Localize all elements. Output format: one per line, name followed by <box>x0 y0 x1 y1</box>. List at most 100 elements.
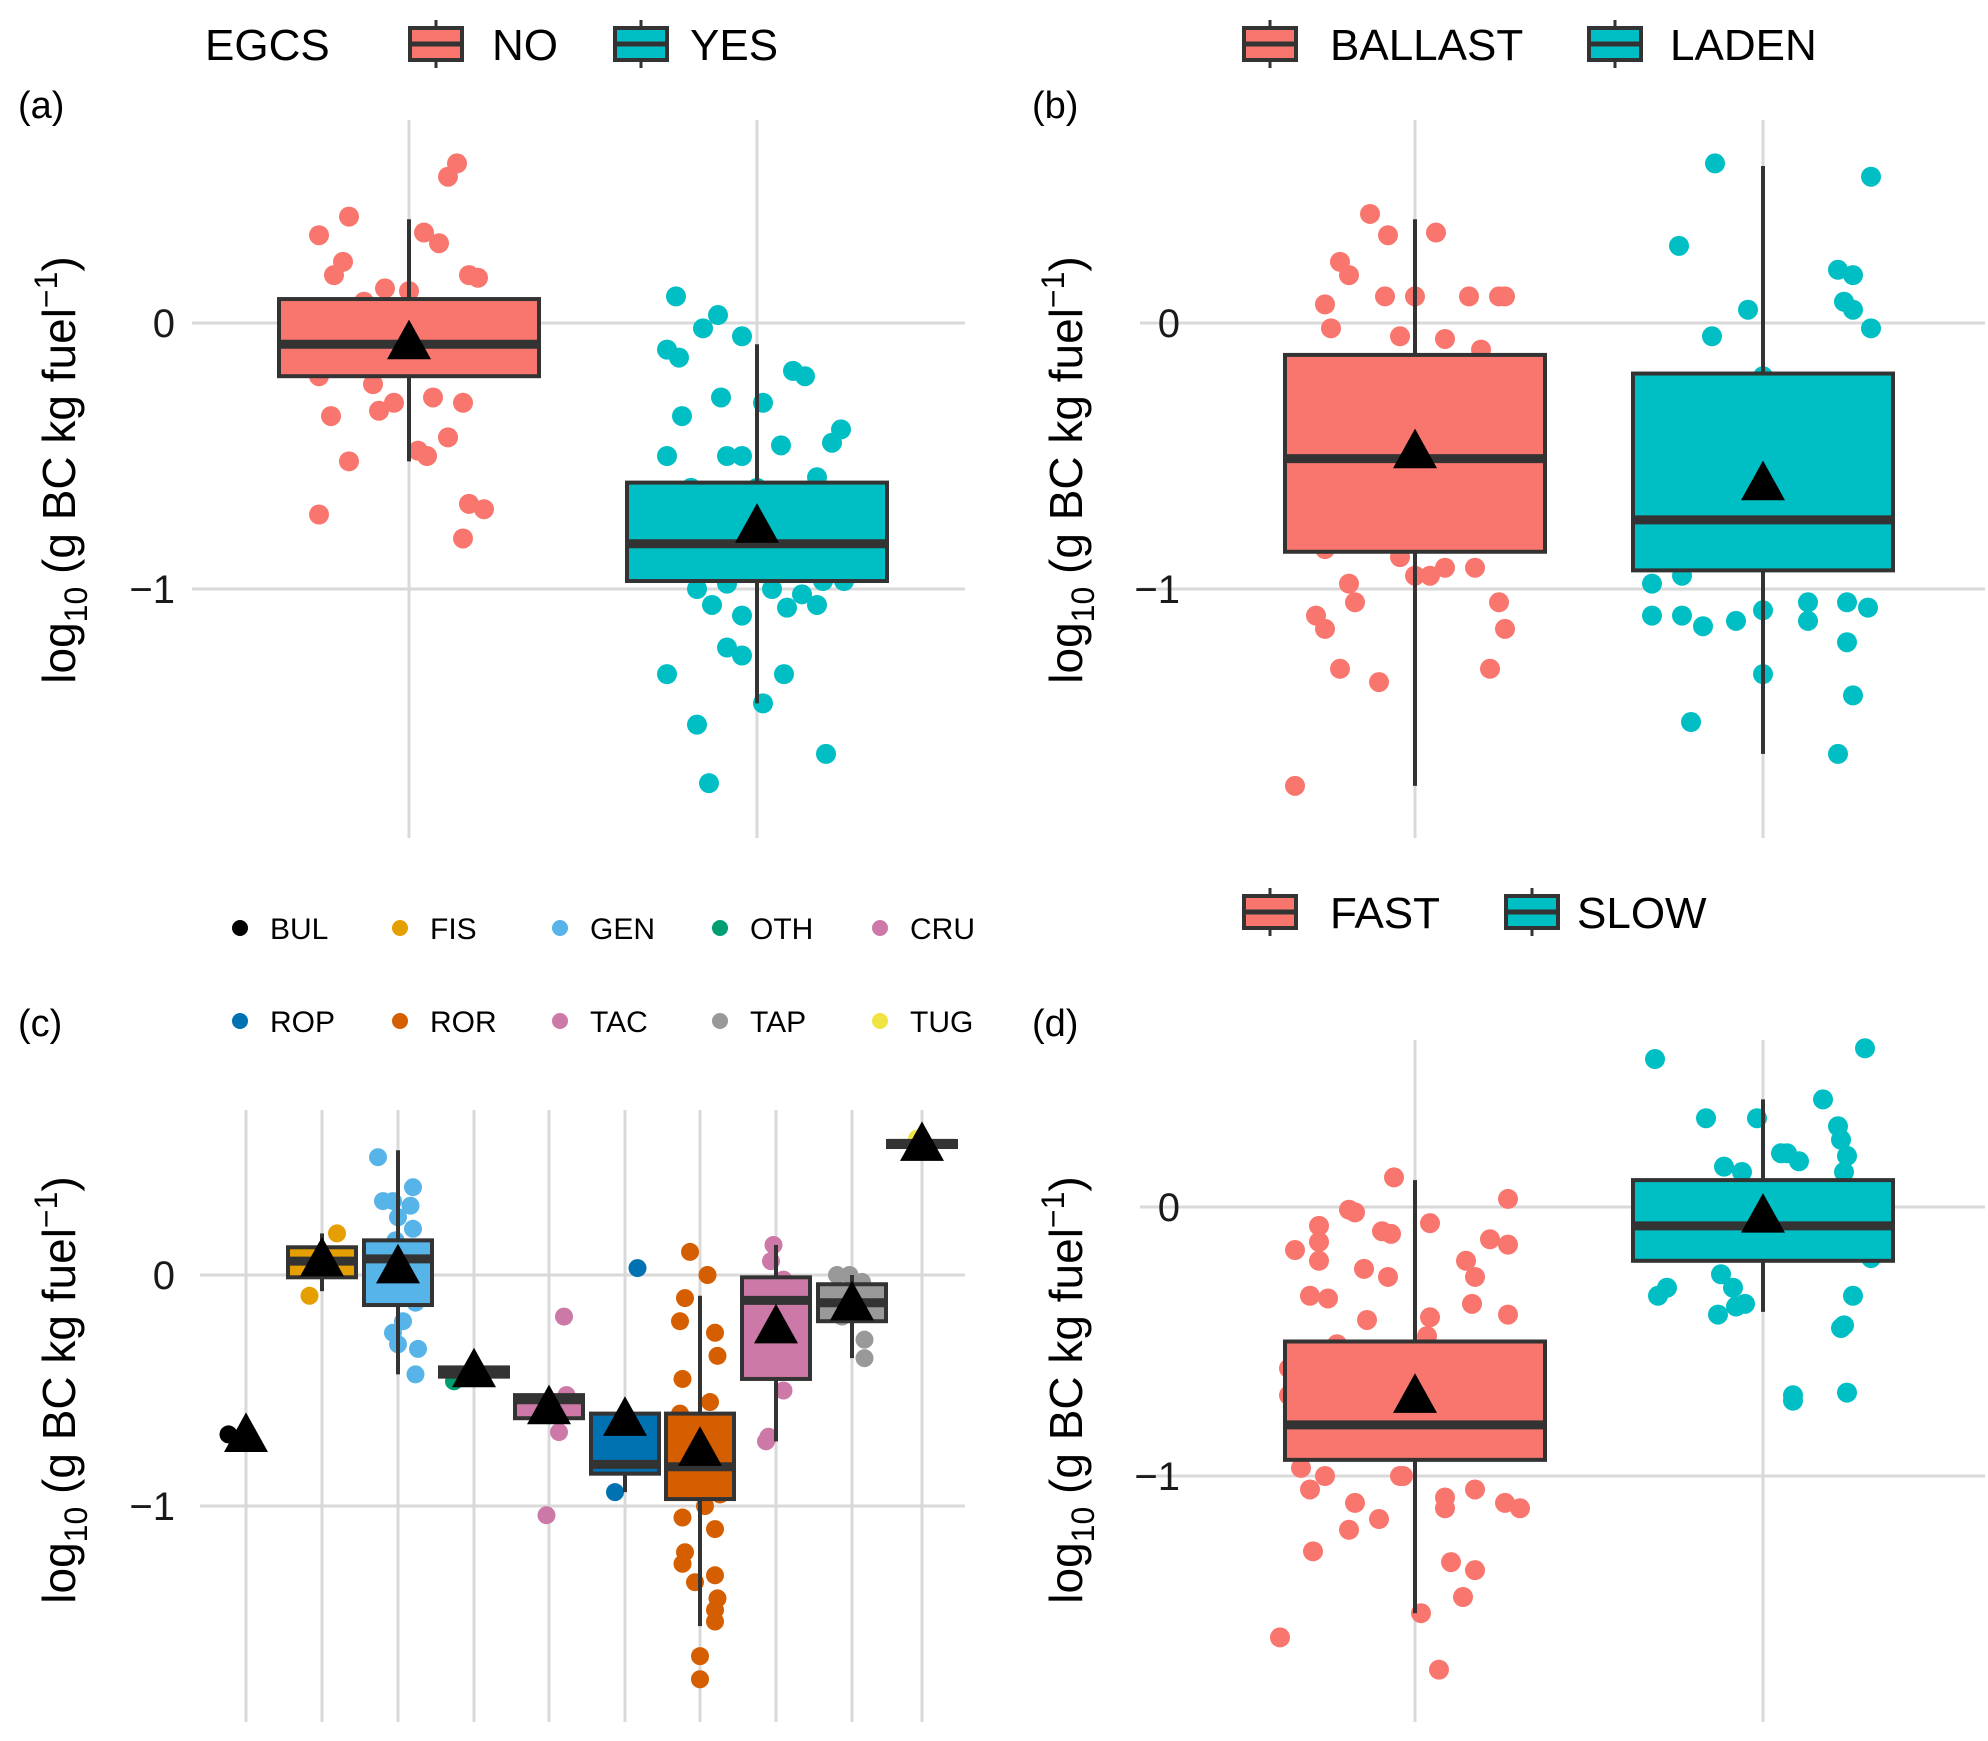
data-point <box>701 1393 719 1412</box>
data-point <box>409 1339 427 1358</box>
panel-d: 0 −1 log10 (g BC kg fuel−1) <box>1035 1038 1985 1722</box>
box-cru <box>513 1307 585 1525</box>
data-point <box>339 206 359 227</box>
data-point <box>792 584 812 605</box>
data-point <box>1480 658 1500 679</box>
panel-b: 0 −1 log10 (g BC kg fuel−1) <box>1035 120 1985 838</box>
legend-speed: FAST SLOW <box>1242 888 1707 938</box>
data-point <box>1390 326 1410 347</box>
data-point <box>1285 775 1305 796</box>
data-point <box>401 1196 420 1215</box>
data-point <box>774 1381 793 1400</box>
data-point <box>855 1330 874 1349</box>
data-point <box>1381 1223 1401 1244</box>
legend-label-fast: FAST <box>1330 889 1440 938</box>
data-point <box>666 286 686 307</box>
mean-marker <box>376 1243 420 1284</box>
mean-marker <box>1741 460 1785 501</box>
legend-label: TUG <box>910 1006 973 1039</box>
y-tick-label: 0 <box>153 1254 175 1298</box>
data-point <box>1318 1288 1338 1309</box>
data-point <box>1453 1587 1473 1608</box>
data-point <box>406 1365 425 1384</box>
data-point <box>1309 1231 1329 1252</box>
data-point <box>774 664 794 685</box>
data-point <box>1435 328 1455 349</box>
data-point <box>855 1349 874 1368</box>
legend-key-laden <box>1587 20 1643 68</box>
data-point <box>816 743 836 764</box>
data-point <box>777 597 797 618</box>
data-point <box>1330 658 1350 679</box>
data-point <box>1843 299 1863 320</box>
legend-dot <box>872 920 888 936</box>
mean-marker <box>224 1412 268 1452</box>
data-point <box>1480 1229 1500 1250</box>
data-point <box>1723 1277 1743 1298</box>
box-tap <box>816 1266 888 1368</box>
legend-label: BUL <box>270 913 328 946</box>
data-point <box>384 392 404 413</box>
legend-key-fast <box>1242 888 1298 936</box>
y-tick-label: 0 <box>153 302 175 346</box>
data-point <box>1861 166 1881 187</box>
data-point <box>1465 1560 1485 1581</box>
data-point <box>1837 592 1857 613</box>
legend-dot <box>232 920 248 936</box>
legend-label: CRU <box>910 913 975 946</box>
data-point <box>404 1178 422 1197</box>
y-tick-label: −1 <box>129 568 175 612</box>
data-point <box>1300 1479 1320 1500</box>
data-point <box>321 406 341 427</box>
data-point <box>474 499 494 520</box>
data-point <box>1300 1285 1320 1306</box>
data-point <box>691 1670 709 1689</box>
legend-label-yes: YES <box>690 21 778 70</box>
mean-marker <box>1393 1373 1437 1413</box>
data-point <box>1834 1315 1854 1336</box>
data-point <box>1435 1498 1455 1519</box>
data-point <box>711 387 731 408</box>
legend-key-no <box>408 20 464 68</box>
data-point <box>1315 294 1335 315</box>
box-tac <box>740 1235 812 1451</box>
data-point <box>757 1432 775 1451</box>
legend-item-bul: BUL <box>232 913 328 946</box>
legend-dot <box>712 920 728 936</box>
data-point <box>1813 1089 1833 1110</box>
mean-marker <box>527 1384 571 1425</box>
data-point <box>1420 565 1440 586</box>
legend-label-slow: SLOW <box>1577 889 1707 938</box>
data-point <box>1309 1215 1329 1236</box>
data-point <box>1828 259 1848 280</box>
data-point <box>717 637 737 658</box>
box-fis <box>286 1224 358 1305</box>
data-point <box>1843 265 1863 286</box>
data-point <box>1369 1509 1389 1530</box>
data-point <box>702 594 722 615</box>
data-point <box>1429 1659 1449 1680</box>
legend-dot <box>392 1013 408 1029</box>
box-oth <box>438 1347 510 1391</box>
data-point <box>671 1312 689 1331</box>
panel-a: 0 −1 log10 (g BC kg fuel−1) <box>28 120 965 838</box>
y-axis-label: log10 (g BC kg fuel−1) <box>28 1176 94 1603</box>
data-point <box>363 374 383 395</box>
data-point <box>657 446 677 466</box>
data-point <box>1315 618 1335 639</box>
data-point <box>1735 1293 1755 1314</box>
data-point <box>1369 672 1389 693</box>
data-point <box>369 400 389 421</box>
data-point <box>1498 1304 1518 1325</box>
data-point <box>453 392 473 413</box>
data-point <box>1837 632 1857 653</box>
data-point <box>771 435 791 456</box>
data-point <box>687 579 707 599</box>
mean-marker <box>735 503 779 543</box>
data-point <box>672 406 692 427</box>
box-ror <box>664 1242 736 1689</box>
data-point <box>732 326 752 347</box>
legend-label: TAP <box>750 1006 806 1039</box>
legend-label-no: NO <box>492 21 558 70</box>
data-point <box>339 451 359 472</box>
